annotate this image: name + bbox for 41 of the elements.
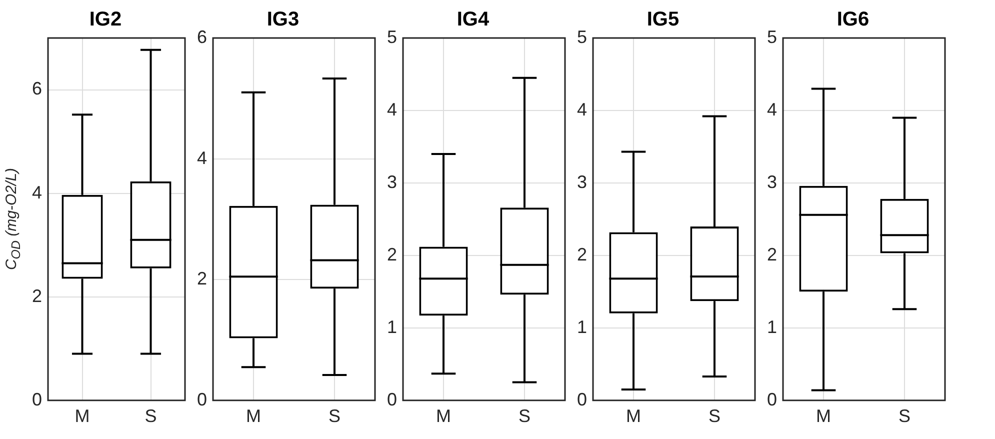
y-tick-label: 2 bbox=[576, 244, 588, 264]
x-tick-label: S bbox=[144, 406, 157, 426]
y-tick-label: 4 bbox=[386, 99, 398, 120]
x-tick-label: S bbox=[708, 406, 721, 426]
chart-title: IG5 bbox=[646, 8, 680, 31]
y-tick-label: 1 bbox=[766, 316, 778, 337]
chart-title: IG6 bbox=[836, 8, 870, 31]
x-tick-label: S bbox=[898, 406, 911, 426]
chart-title: IG2 bbox=[89, 8, 122, 31]
y-tick-label: 0 bbox=[576, 389, 588, 410]
chart-title: IG4 bbox=[456, 8, 490, 31]
y-tick-label: 6 bbox=[32, 78, 42, 99]
y-tick-label: 0 bbox=[386, 389, 398, 410]
y-tick-label: 4 bbox=[32, 182, 42, 202]
y-tick-label: 3 bbox=[576, 172, 588, 192]
x-tick-label: M bbox=[246, 406, 262, 426]
y-tick-label: 2 bbox=[196, 268, 208, 289]
y-tick-label: 4 bbox=[576, 99, 588, 120]
y-tick-label: 5 bbox=[576, 26, 588, 47]
y-tick-label: 2 bbox=[32, 286, 42, 306]
y-tick-label: 4 bbox=[766, 99, 778, 120]
y-tick-label: 0 bbox=[32, 389, 42, 410]
x-tick-label: S bbox=[328, 406, 341, 426]
y-tick-label: 4 bbox=[196, 148, 208, 168]
y-tick-label: 3 bbox=[386, 172, 398, 192]
y-tick-label: 0 bbox=[196, 389, 208, 410]
y-tick-label: 5 bbox=[386, 26, 398, 47]
x-tick-label: M bbox=[816, 406, 832, 426]
y-tick-label: 2 bbox=[386, 244, 398, 264]
y-tick-label: 1 bbox=[386, 316, 398, 337]
chart-title: IG3 bbox=[266, 8, 300, 31]
x-tick-label: M bbox=[626, 406, 642, 426]
x-tick-label: M bbox=[436, 406, 452, 426]
y-tick-label: 3 bbox=[766, 172, 778, 192]
y-tick-label: 1 bbox=[576, 316, 588, 337]
y-tick-label: 0 bbox=[766, 389, 778, 410]
x-tick-label: M bbox=[74, 406, 90, 426]
y-tick-label: 6 bbox=[196, 26, 208, 47]
y-tick-label: 5 bbox=[766, 26, 778, 47]
y-tick-label: 2 bbox=[766, 244, 778, 264]
x-tick-label: S bbox=[518, 406, 531, 426]
